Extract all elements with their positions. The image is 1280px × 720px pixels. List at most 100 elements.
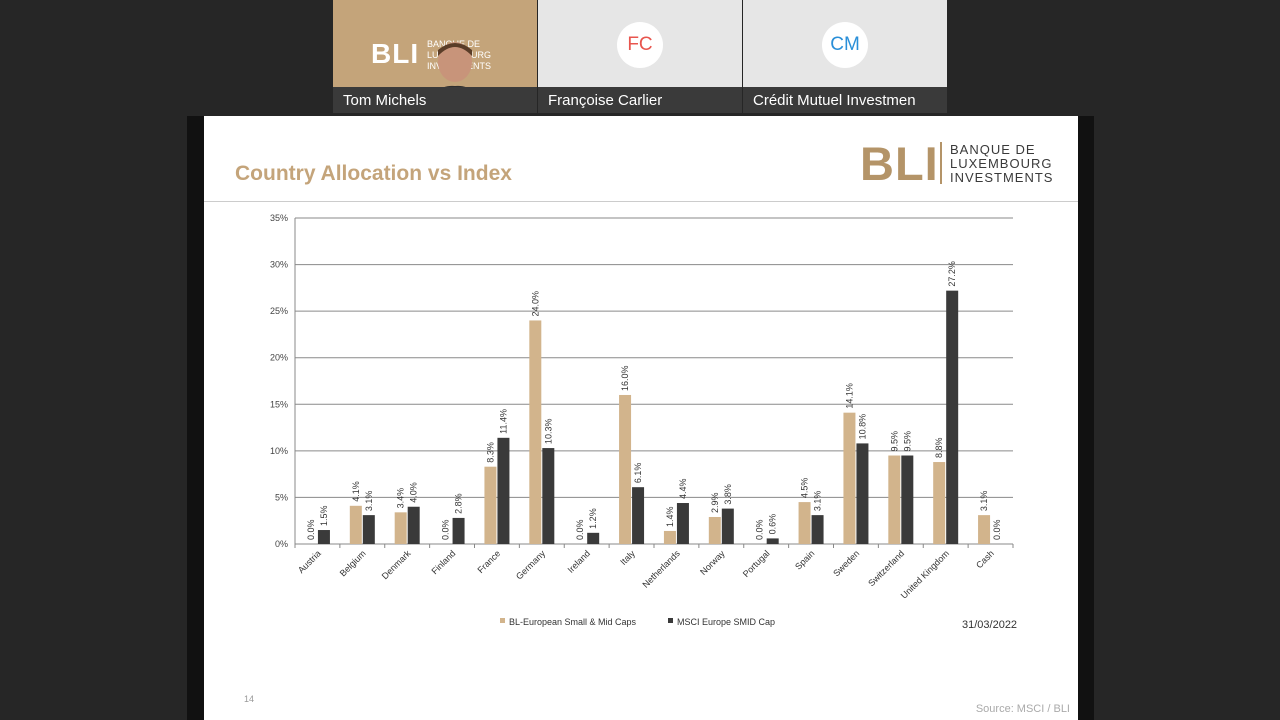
participant-tile[interactable]: CM Crédit Mutuel Investmen [743,0,947,113]
data-label: 27.2% [947,261,957,287]
data-label: 4.5% [800,478,810,499]
avatar: CM [822,22,868,68]
x-category-label: Italy [618,548,637,567]
data-label: 10.3% [543,419,553,445]
y-tick-label: 15% [270,399,288,409]
bar-fund [619,394,632,544]
bar-index [407,506,420,544]
x-category-label: Norway [698,548,727,577]
page-number: 14 [244,694,255,704]
bar-index [901,455,914,544]
data-label: 0.0% [992,519,1002,540]
bar-index [542,448,555,544]
participant-name: Tom Michels [343,92,427,109]
y-tick-label: 10% [270,446,288,456]
bar-index [766,538,779,544]
presentation-slide: Country Allocation vs Index BLI BANQUE D… [204,116,1078,720]
x-category-label: Portugal [741,548,772,579]
x-category-label: Sweden [831,548,861,578]
data-label: 4.4% [678,479,688,500]
bar-fund [978,515,991,544]
y-tick-label: 20% [270,353,288,363]
data-label: 1.2% [588,508,598,529]
x-category-label: Belgium [338,548,368,578]
x-category-label: Germany [514,548,548,582]
y-tick-label: 30% [270,260,288,270]
data-label: 0.0% [575,519,585,540]
bar-index [856,443,869,544]
bar-fund [349,505,362,544]
country-allocation-chart: 0%5%10%15%20%25%30%35%0.0%1.5%Austria4.1… [270,213,1014,627]
bar-index [362,515,375,544]
data-label: 3.1% [364,491,374,512]
legend-swatch [500,618,505,623]
legend-label: MSCI Europe SMID Cap [677,617,775,627]
bar-index [587,532,600,544]
x-category-label: United Kingdom [899,548,951,600]
bar-index [317,530,330,544]
data-label: 3.8% [723,484,733,505]
source-note: Source: MSCI / BLI [975,703,1070,715]
bar-fund [708,516,721,544]
bar-fund [798,502,811,544]
data-label: 8.3% [485,442,495,463]
participant-tile-video[interactable]: BLI BANQUE DE LUXEMBOURG INVESTMENTS Tom… [333,0,537,113]
bar-fund [888,455,901,544]
data-label: 9.5% [902,431,912,452]
data-label: 1.5% [319,506,329,527]
data-label: 6.1% [633,463,643,484]
data-label: 3.1% [813,491,823,512]
title-divider [204,201,1078,202]
name-bar [538,87,742,113]
data-label: 3.1% [979,491,989,512]
logo-separator [940,142,942,184]
legend-label: BL-European Small & Mid Caps [509,617,637,627]
slide-title: Country Allocation vs Index [235,162,512,185]
data-label: 11.4% [498,409,508,434]
x-category-label: Cash [974,548,996,570]
data-label: 0.0% [441,519,451,540]
bli-logo-text: BANQUE DE LUXEMBOURG INVESTMENTS [950,142,1054,185]
data-label: 0.6% [768,514,778,535]
bar-index [946,290,959,544]
x-category-label: Ireland [566,548,593,575]
bar-index [811,515,824,544]
bar-index [721,508,734,544]
bar-index [452,517,465,544]
video-bli-logo: BLI [371,38,420,69]
bar-index [497,437,510,544]
y-tick-label: 35% [270,213,288,223]
bar-index [676,503,689,544]
participant-name: Crédit Mutuel Investmen [753,92,916,109]
data-label: 1.4% [665,506,675,527]
bar-fund [529,320,542,544]
x-category-label: Finland [430,548,458,576]
name-bar [333,87,537,113]
data-label: 8.8% [934,438,944,459]
data-label: 2.9% [710,492,720,513]
x-category-label: Switzerland [866,548,906,588]
x-category-label: Spain [793,548,816,571]
data-label: 0.0% [755,519,765,540]
x-category-label: Denmark [380,548,413,581]
y-tick-label: 5% [275,492,288,502]
report-date: 31/03/2022 [962,619,1018,631]
data-label: 0.0% [306,519,316,540]
bar-fund [663,530,676,544]
data-label: 3.4% [396,488,406,509]
data-label: 16.0% [620,365,630,391]
participant-tile[interactable]: FC Françoise Carlier [538,0,742,113]
data-label: 4.1% [351,481,361,502]
x-category-label: Netherlands [640,548,682,590]
data-label: 24.0% [530,291,540,317]
x-category-label: Austria [296,548,323,575]
data-label: 10.8% [857,414,867,440]
bar-fund [933,462,946,544]
data-label: 9.5% [889,431,899,452]
y-tick-label: 0% [275,539,288,549]
bar-fund [484,466,497,544]
data-label: 14.1% [844,383,854,409]
name-bar [743,87,947,113]
y-tick-label: 25% [270,306,288,316]
bar-fund [843,412,856,544]
